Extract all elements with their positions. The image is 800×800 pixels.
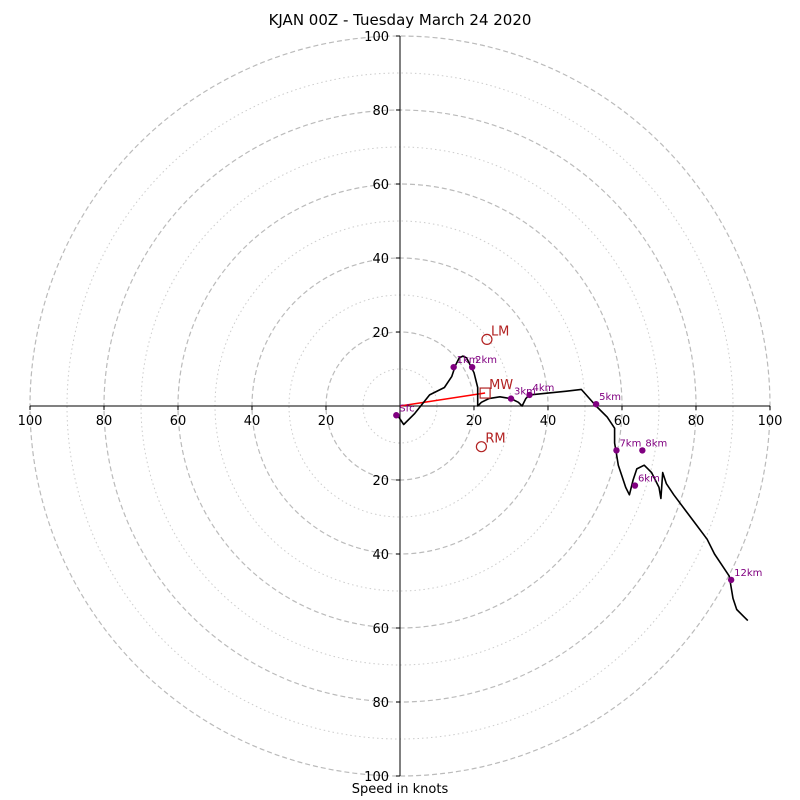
x-tick-label: 100 [18, 414, 43, 429]
x-tick-label: 40 [540, 414, 557, 429]
y-tick-label: 60 [372, 622, 389, 637]
y-tick-label: 80 [372, 104, 389, 119]
x-axis-label: Speed in knots [351, 782, 449, 797]
x-tick-label: 20 [466, 414, 483, 429]
storm-motion-label-RM: RM [485, 432, 505, 447]
height-label-12km: 12km [734, 568, 762, 579]
y-tick-label: 80 [372, 696, 389, 711]
y-tick-label: 40 [372, 548, 389, 563]
height-label-3km: 3km [514, 387, 536, 398]
x-tick-label: 40 [244, 414, 261, 429]
height-label-6km: 6km [638, 474, 660, 485]
height-label-1km: 1km [457, 355, 479, 366]
height-marker-8km [639, 447, 646, 454]
storm-motion-LM [481, 333, 493, 345]
height-marker-2km [468, 363, 476, 371]
height-marker-3km [507, 395, 515, 402]
height-marker-7km [613, 447, 620, 454]
height-marker-6km [631, 482, 639, 489]
storm-motion-label-LM: LM [491, 324, 509, 339]
height-marker-5km [592, 400, 600, 408]
x-tick-label: 80 [96, 414, 113, 429]
height-marker-12km [727, 576, 735, 584]
height-marker-1km [450, 363, 457, 371]
y-tick-label: 20 [372, 326, 389, 341]
hodograph-trace [395, 355, 749, 622]
height-marker-Sfc [393, 412, 400, 419]
x-tick-label: 60 [614, 414, 631, 429]
y-tick-label: 20 [372, 474, 389, 489]
storm-motion-label-MW: MW [489, 378, 513, 393]
x-tick-label: 80 [688, 414, 705, 429]
height-label-7km: 7km [619, 438, 641, 449]
height-label-4km: 4km [533, 383, 555, 394]
storm-motion-MW [479, 387, 491, 399]
mean-wind-vector [399, 392, 486, 407]
height-marker-4km [526, 391, 533, 399]
height-label-2km: 2km [475, 355, 497, 366]
height-label-Sfc: Sfc [399, 403, 414, 414]
y-tick-label: 100 [364, 770, 389, 785]
y-tick-label: 60 [372, 178, 389, 193]
chart-title: KJAN 00Z - Tuesday March 24 2020 [268, 11, 532, 29]
storm-motion-RM [475, 441, 487, 453]
x-tick-label: 100 [758, 414, 783, 429]
x-tick-label: 20 [318, 414, 335, 429]
y-tick-label: 100 [364, 30, 389, 45]
height-label-5km: 5km [599, 392, 621, 403]
height-label-8km: 8km [645, 438, 667, 449]
x-tick-label: 60 [170, 414, 187, 429]
y-tick-label: 40 [372, 252, 389, 267]
